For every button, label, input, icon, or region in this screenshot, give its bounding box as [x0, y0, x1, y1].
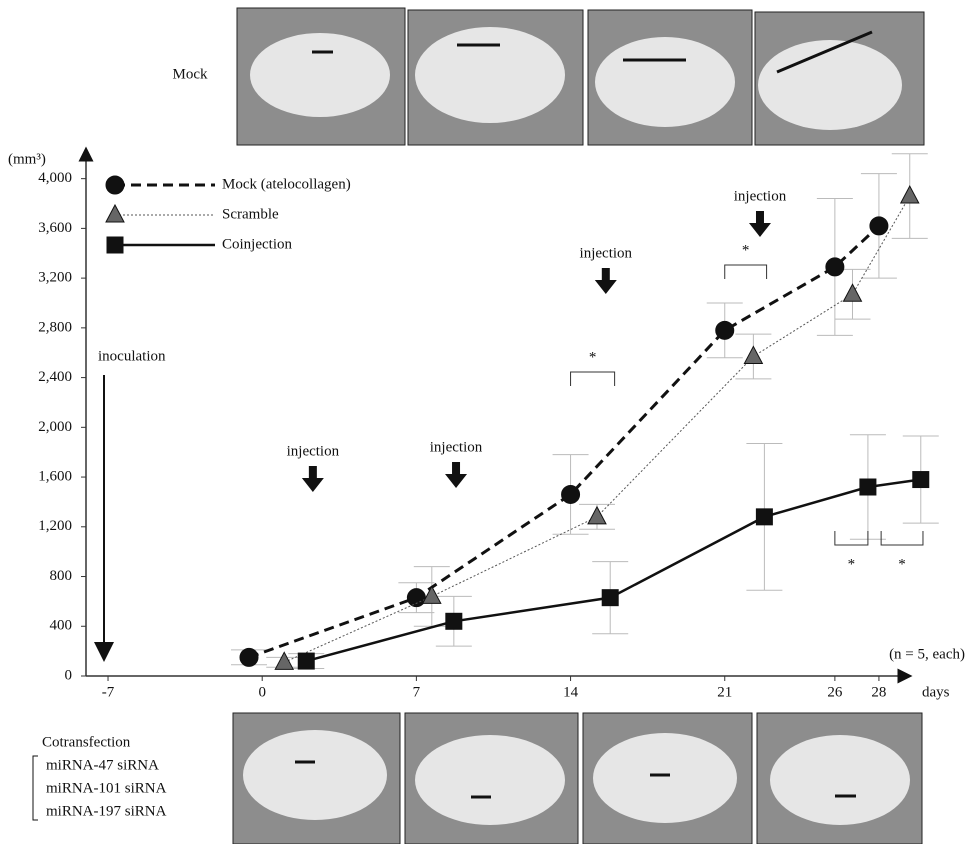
x-tick-label: 21	[717, 684, 732, 700]
bracket	[881, 531, 923, 545]
marker	[446, 613, 462, 629]
legend-label: Mock (atelocollagen)	[222, 176, 351, 192]
legend-marker	[106, 176, 124, 194]
marker	[562, 485, 580, 503]
marker	[407, 589, 425, 607]
marker	[275, 652, 293, 669]
marker	[298, 653, 314, 669]
annotation: *	[848, 556, 856, 572]
arrow	[445, 462, 467, 488]
annotation: injection	[734, 188, 787, 204]
legend-label: Coinjection	[222, 236, 292, 252]
marker	[826, 258, 844, 276]
photo-subject	[243, 730, 387, 820]
bottom-photos	[233, 713, 922, 844]
x-tick-label: 26	[827, 684, 843, 700]
photo-subject	[770, 735, 910, 825]
annotation: inoculation	[98, 348, 166, 364]
arrow	[302, 466, 324, 492]
marker	[870, 217, 888, 235]
bracket	[33, 756, 38, 820]
y-tick-label: 1,200	[38, 518, 72, 534]
y-tick-label: 3,200	[38, 270, 72, 286]
bracket	[835, 531, 868, 545]
arrow	[749, 211, 771, 237]
y-axis-label: (mm³)	[8, 151, 46, 167]
y-tick-label: 0	[65, 667, 73, 683]
figure: Mock Cotransfection miRNA-47 siRNA miRNA…	[0, 0, 975, 844]
photo-subject	[415, 735, 565, 825]
marker	[716, 321, 734, 339]
top-photos	[237, 8, 924, 145]
x-tick-label: 28	[871, 684, 886, 700]
panel-item: miRNA-101 siRNA	[46, 780, 167, 796]
series-line	[284, 196, 910, 662]
photo-subject	[595, 37, 735, 127]
y-tick-label: 1,600	[38, 468, 72, 484]
x-axis-label: days	[922, 684, 950, 700]
marker	[240, 648, 258, 666]
annotation: *	[742, 242, 750, 258]
photo-subject	[593, 733, 737, 823]
annotation: (n = 5, each)	[889, 646, 965, 662]
panel-item: miRNA-197 siRNA	[46, 803, 167, 819]
plot: (mm³) days 0 400 800 1,200 1,600 2,000 2,400 2,80…	[8, 151, 965, 700]
panel-label: Cotransfection	[42, 734, 131, 750]
y-tick-label: 800	[50, 568, 73, 584]
marker	[860, 479, 876, 495]
x-tick-label: 7	[413, 684, 421, 700]
x-tick-label: -7	[102, 684, 115, 700]
bracket	[725, 265, 767, 279]
marker	[423, 586, 441, 603]
marker	[901, 186, 919, 203]
marker	[744, 346, 762, 363]
arrow	[595, 268, 617, 294]
x-tick-label: 14	[563, 684, 579, 700]
bracket	[571, 372, 615, 386]
annotation: injection	[580, 245, 633, 261]
photo-subject	[415, 27, 565, 123]
y-tick-label: 2,000	[38, 419, 72, 435]
y-tick-label: 4,000	[38, 170, 72, 186]
series-line	[249, 226, 879, 657]
marker	[913, 472, 929, 488]
panel-item: miRNA-47 siRNA	[46, 757, 159, 773]
x-tick-label: 0	[258, 684, 266, 700]
annotation: *	[898, 556, 906, 572]
marker	[756, 509, 772, 525]
y-tick-label: 2,400	[38, 369, 72, 385]
legend-marker	[106, 205, 124, 222]
legend-marker	[107, 237, 123, 253]
annotation: *	[589, 349, 597, 365]
photo-subject	[250, 33, 390, 117]
photo-subject	[758, 40, 902, 130]
y-tick-label: 3,600	[38, 220, 72, 236]
y-tick-label: 2,800	[38, 319, 72, 335]
annotation: injection	[430, 439, 483, 455]
y-tick-label: 400	[50, 618, 73, 634]
marker	[843, 284, 861, 301]
annotation: injection	[287, 443, 340, 459]
marker	[602, 590, 618, 606]
panel-label: Mock	[173, 66, 208, 82]
marker	[588, 507, 606, 524]
legend-label: Scramble	[222, 206, 279, 222]
